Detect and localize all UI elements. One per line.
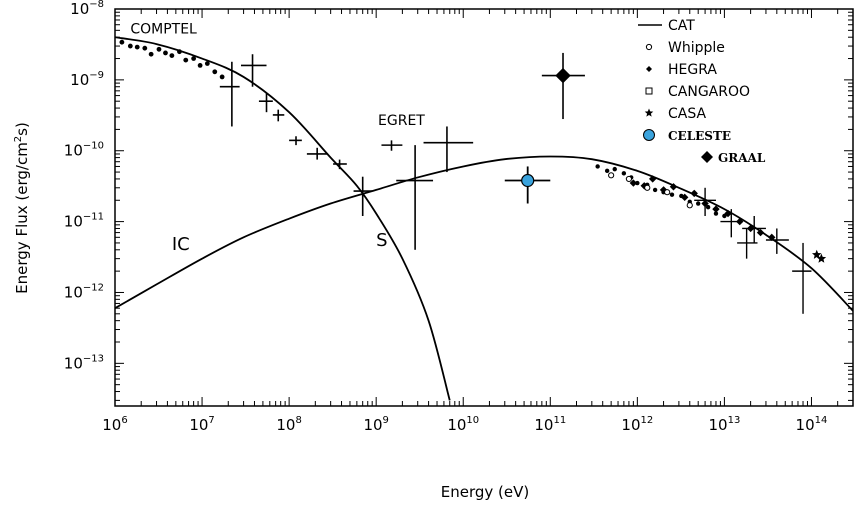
hegra-point: [746, 224, 755, 233]
hegra-point: [756, 228, 765, 237]
cat-point: [722, 213, 727, 219]
x-tick-label: 109: [363, 415, 388, 434]
casa-point: [811, 249, 822, 259]
comptel-point: [183, 57, 189, 63]
hegra-point: [681, 193, 689, 202]
whipple-point: [644, 184, 651, 191]
plot-frame: [114, 8, 854, 407]
whipple-point: [625, 175, 633, 183]
x-tick-labels: 106 107 108 109 1010 1011 1012 1013 1014: [102, 415, 827, 434]
curve-ic: [115, 155, 853, 312]
legend-graal-label: GRAAL: [718, 151, 766, 165]
y-tick-label: 10−12: [64, 282, 104, 301]
cat-point: [612, 166, 617, 172]
x-axis-label: Energy (eV): [441, 483, 529, 501]
comptel-point: [204, 61, 210, 66]
comptel-point: [127, 43, 133, 49]
hegra-point: [768, 233, 776, 242]
comptel-point: [212, 69, 218, 75]
y-tick-label: 10−11: [64, 212, 104, 231]
cat-point: [652, 187, 658, 193]
comptel-point: [177, 49, 182, 55]
hegra-point: [690, 189, 698, 198]
x-tick-label: 1012: [621, 415, 653, 434]
x-tick-label: 106: [102, 415, 127, 434]
data-points: [119, 39, 827, 314]
annotations: COMPTEL EGRET IC S: [130, 22, 425, 255]
cat-point: [669, 192, 675, 197]
axis-ticks: [114, 8, 854, 406]
legend-cat-label: CAT: [668, 18, 695, 34]
annotation-ic: IC: [172, 234, 190, 255]
hegra-point: [701, 199, 709, 208]
legend-graal-marker: [701, 151, 713, 163]
legend-whipple-marker: [645, 43, 653, 51]
hegra-point: [648, 175, 657, 183]
comptel-point: [156, 46, 162, 52]
legend-celeste-label: CELESTE: [668, 129, 731, 143]
y-axis-label: Energy Flux (erg/cm2s): [13, 122, 31, 294]
legend-hegra-label: HEGRA: [668, 62, 717, 78]
y-tick-label: 10−8: [70, 0, 104, 18]
graal-marker: [555, 67, 571, 84]
curve-s: [115, 36, 451, 401]
x-tick-label: 1010: [447, 415, 479, 434]
x-tick-label: 107: [189, 415, 214, 434]
whipple-point: [686, 202, 693, 209]
comptel-point: [191, 56, 197, 61]
x-tick-label: 1013: [708, 415, 740, 434]
whipple-point: [664, 189, 671, 196]
legend-casa-label: CASA: [668, 106, 706, 122]
comptel-point: [134, 44, 140, 50]
cat-point: [604, 168, 610, 174]
y-tick-label: 10−10: [64, 141, 104, 160]
comptel-point: [197, 63, 203, 68]
legend: CAT Whipple HEGRA CANGAROO CASA CELESTE GRAAL: [638, 18, 766, 165]
annotation-comptel: COMPTEL: [130, 22, 197, 38]
cat-point: [713, 211, 719, 216]
legend-casa-marker: [644, 108, 654, 117]
annotation-s: S: [376, 230, 387, 251]
cat-point: [705, 204, 711, 210]
hegra-point: [659, 186, 668, 194]
comptel-point: [169, 53, 175, 59]
hegra-point: [629, 179, 638, 187]
legend-cangaroo-marker: [645, 87, 653, 95]
comptel-point: [148, 51, 154, 57]
comptel-point: [163, 50, 168, 56]
cat-point: [635, 180, 640, 186]
comptel-point: [119, 39, 125, 45]
x-tick-label: 108: [276, 415, 301, 434]
whipple-point: [608, 172, 615, 179]
cat-point: [695, 201, 701, 206]
legend-celeste-marker: [643, 129, 655, 141]
celeste-marker: [521, 173, 535, 188]
legend-whipple-label: Whipple: [668, 40, 725, 56]
y-tick-label: 10−13: [64, 353, 104, 372]
y-tick-labels: 10−8 10−9 10−10 10−11 10−12 10−13: [64, 0, 104, 372]
cat-point: [595, 164, 600, 169]
hegra-point: [712, 205, 720, 213]
legend-cangaroo-label: CANGAROO: [668, 84, 750, 100]
y-tick-label: 10−9: [70, 70, 104, 89]
comptel-point: [219, 74, 225, 80]
hegra-point: [669, 183, 678, 191]
cat-point: [621, 171, 627, 176]
comptel-point: [142, 45, 148, 51]
casa-point: [816, 253, 827, 263]
legend-hegra-marker: [646, 66, 652, 72]
hegra-point: [724, 209, 732, 218]
annotation-egret: EGRET: [378, 113, 425, 129]
x-tick-label: 1014: [796, 415, 828, 434]
x-tick-label: 1011: [534, 415, 566, 434]
hegra-point: [736, 217, 744, 226]
